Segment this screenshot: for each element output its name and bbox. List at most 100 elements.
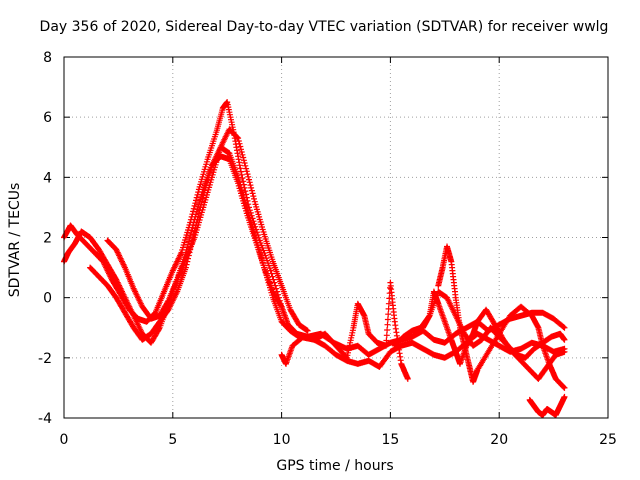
data-point: [524, 356, 527, 359]
data-point: [141, 305, 144, 308]
data-point: [334, 344, 338, 347]
data-point: [245, 212, 248, 215]
data-point: [554, 353, 557, 356]
data-point: [228, 158, 231, 161]
data-point: [271, 260, 275, 263]
data-point: [236, 137, 240, 140]
data-point: [106, 263, 109, 266]
data-point: [141, 338, 144, 341]
data-point: [367, 332, 370, 335]
data-point: [210, 176, 214, 179]
series-track-8: [435, 243, 568, 391]
data-point: [563, 350, 566, 353]
data-point: [263, 233, 266, 236]
data-point: [437, 302, 440, 305]
grid-lines: [64, 57, 608, 418]
data-point: [158, 314, 161, 317]
data-point: [106, 239, 109, 242]
data-point: [88, 236, 92, 239]
data-point: [554, 377, 557, 381]
data-point: [411, 335, 414, 338]
data-point: [445, 245, 449, 248]
data-point: [443, 341, 446, 344]
data-point: [432, 353, 436, 356]
data-point: [115, 278, 118, 281]
data-point: [545, 407, 549, 411]
data-point: [421, 347, 425, 350]
data-point: [528, 368, 531, 372]
data-point: [269, 269, 272, 272]
data-point: [471, 344, 475, 347]
data-point: [563, 338, 566, 341]
data-point: [563, 386, 566, 390]
data-point: [158, 320, 161, 323]
data-point: [441, 266, 444, 269]
data-point: [489, 326, 492, 329]
data-point: [498, 344, 501, 347]
data-point: [221, 106, 224, 110]
data-point: [493, 323, 496, 326]
data-point: [123, 266, 127, 269]
data-point: [552, 350, 555, 353]
data-point: [280, 284, 283, 287]
data-point: [411, 329, 414, 332]
data-point: [215, 131, 218, 134]
data-point: [141, 332, 144, 335]
data-point: [467, 362, 470, 366]
data-point: [236, 182, 240, 185]
data-point: [508, 314, 512, 317]
data-point: [443, 320, 446, 323]
data-point: [97, 275, 101, 278]
data-point: [558, 404, 562, 408]
data-point: [367, 353, 370, 356]
data-point: [400, 362, 403, 366]
data-point: [530, 314, 533, 317]
data-point: [437, 290, 440, 293]
x-tick-label: 0: [60, 432, 69, 448]
data-point: [302, 335, 305, 338]
data-point: [487, 338, 490, 341]
x-tick-label: 5: [168, 432, 177, 448]
data-point: [550, 410, 553, 414]
x-tick-label: 15: [381, 432, 399, 448]
x-tick-label: 20: [490, 432, 508, 448]
data-point: [519, 347, 523, 350]
data-point: [458, 362, 462, 366]
data-point: [541, 413, 544, 417]
data-point: [389, 350, 392, 353]
y-tick-label: 6: [43, 110, 52, 126]
y-tick-label: 8: [43, 50, 52, 66]
data-point: [537, 410, 540, 414]
data-point: [106, 284, 109, 287]
plot-frame: [63, 56, 609, 419]
data-point: [519, 359, 523, 362]
data-point: [93, 251, 96, 254]
chart-title: Day 356 of 2020, Sidereal Day-to-day VTE…: [40, 19, 609, 35]
data-point: [254, 239, 257, 242]
data-point: [263, 266, 266, 269]
data-point: [511, 350, 514, 353]
data-point: [284, 362, 288, 366]
data-point: [498, 323, 501, 326]
data-point: [541, 344, 544, 347]
data-point: [450, 338, 453, 341]
series-track-4: [104, 126, 311, 334]
data-point: [84, 242, 88, 245]
y-tick-label: -2: [38, 351, 52, 367]
data-point: [402, 335, 405, 338]
series-track-5: [278, 279, 411, 382]
data-point: [471, 332, 475, 335]
data-point: [313, 338, 316, 341]
data-point: [345, 356, 349, 359]
data-point: [532, 404, 536, 408]
data-point: [411, 341, 414, 344]
y-tick-label: 2: [43, 231, 52, 247]
data-point: [356, 362, 359, 366]
data-point: [171, 269, 174, 272]
data-point: [162, 290, 166, 293]
data-point: [115, 248, 118, 251]
data-point: [80, 230, 83, 233]
data-point: [245, 170, 248, 173]
series-track-9: [526, 393, 568, 418]
